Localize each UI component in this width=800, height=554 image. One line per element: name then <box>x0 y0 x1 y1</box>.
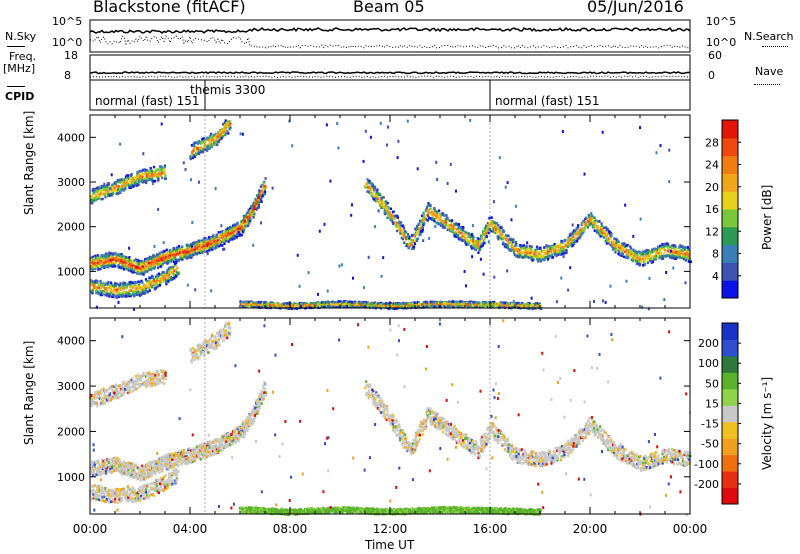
nsearch-legend-line <box>762 46 788 47</box>
freq-tick-top: 18 <box>64 49 78 62</box>
velocity-colorbar-segment <box>722 438 738 456</box>
nsearch-label: N.Search <box>744 30 794 43</box>
power-ytick-label: 1000 <box>57 265 85 278</box>
power-colorbar-segment <box>722 244 738 263</box>
velocity-colorbar-segment <box>722 339 738 357</box>
velocity-ytick-label: 1000 <box>57 471 85 484</box>
freq-unit-label: [MHz] <box>3 62 36 75</box>
velocity-ytick-label: 4000 <box>57 335 85 348</box>
station-title: Blackstone (fitACF) <box>93 0 246 16</box>
power-colorbar-segment <box>722 191 738 210</box>
velocity-colorbar-tick-label: 15 <box>705 397 719 410</box>
power-colorbar-tick-label: 4 <box>712 270 719 283</box>
cpid-panel-frame <box>89 79 691 111</box>
nsky-line <box>89 26 691 34</box>
freq-line <box>89 71 691 75</box>
power-echoes <box>89 118 693 311</box>
freq-label: Freq. <box>9 50 37 63</box>
nave-label: Nave <box>755 65 784 78</box>
velocity-colorbar-segment <box>722 454 738 472</box>
power-colorbar-tick-label: 24 <box>705 159 719 172</box>
nave-tick-bottom: 0 <box>708 69 715 82</box>
nsky-legend-line <box>7 46 25 47</box>
power-ytick-label: 3000 <box>57 176 85 189</box>
velocity-colorbar-tick-label: -15 <box>701 418 719 431</box>
nave-tick-top: 60 <box>708 49 722 62</box>
power-colorbar-segment <box>722 262 738 281</box>
xtick-label: 16:00 <box>473 522 508 536</box>
nsearch-tick-bottom: 10^0 <box>706 36 737 49</box>
nsearch-line <box>89 34 691 49</box>
velocity-colorbar-segment <box>722 372 738 390</box>
nsky-tick-bottom: 10^0 <box>52 36 83 49</box>
velocity-colorbar-tick-label: -200 <box>694 478 719 491</box>
velocity-colorbar-segment <box>722 405 738 423</box>
power-colorbar-segment <box>722 155 738 174</box>
velocity-colorbar-tick-label: 200 <box>698 337 719 350</box>
cpid-segment-1: normal (fast) 151 <box>95 94 200 108</box>
power-ytick-label: 2000 <box>57 221 85 234</box>
time-xlabel: Time UT <box>365 538 415 552</box>
power-colorbar-tick-label: 28 <box>705 136 719 149</box>
power-colorbar-segment <box>722 137 738 157</box>
power-colorbar-segment <box>722 209 738 228</box>
power-colorbar-tick-label: 12 <box>705 225 719 238</box>
power-colorbar-tick-label: 8 <box>712 248 719 261</box>
velocity-colorbar-tick-label: 100 <box>698 357 719 370</box>
freq-legend-line <box>7 86 25 87</box>
velocity-ytick-label: 2000 <box>57 425 85 438</box>
cpid-segment-3: normal (fast) 151 <box>495 94 600 108</box>
cpid-label: CPID <box>5 90 35 103</box>
velocity-colorbar-tick-label: 50 <box>705 377 719 390</box>
velocity-colorbar-segment <box>722 471 738 489</box>
cpid-segment-2: themis 3300 <box>190 83 266 97</box>
xtick-label: 04:00 <box>173 522 208 536</box>
velocity-colorbar-tick-label: -50 <box>701 438 719 451</box>
velocity-colorbar-frame <box>721 322 739 505</box>
nsky-label: N.Sky <box>5 30 37 43</box>
power-ytick-label: 4000 <box>57 131 85 144</box>
velocity-colorbar-segment <box>722 355 738 373</box>
velocity-colorbar-segment <box>722 421 738 439</box>
nsky-panel-frame <box>89 19 691 53</box>
nave-legend-line <box>754 84 780 85</box>
power-colorbar-tick-label: 20 <box>705 181 719 194</box>
nsky-tick-top: 10^5 <box>52 15 83 28</box>
power-colorbar-segment <box>722 120 738 139</box>
velocity-echoes <box>89 319 692 516</box>
power-colorbar-segment <box>722 173 738 192</box>
power-colorbar-segment <box>722 226 738 246</box>
nsearch-tick-top: 10^5 <box>706 15 737 28</box>
nave-line <box>89 75 691 79</box>
power-colorbar-segment <box>722 280 738 299</box>
freq-tick-bottom: 8 <box>64 69 71 82</box>
power-colorbar-tick-label: 16 <box>705 203 719 216</box>
velocity-colorbar-segment <box>722 388 738 406</box>
beam-title: Beam 05 <box>353 0 425 16</box>
velocity-ytick-label: 3000 <box>57 380 85 393</box>
date-title: 05/Jun/2016 <box>587 0 684 16</box>
velocity-colorbar-segment <box>722 323 738 340</box>
xtick-label: 08:00 <box>273 522 308 536</box>
xtick-label: 12:00 <box>373 522 408 536</box>
xtick-label: 20:00 <box>573 522 608 536</box>
xtick-label: 00:00 <box>73 522 108 536</box>
velocity-colorbar-tick-label: -100 <box>694 458 719 471</box>
velocity-colorbar-segment <box>722 487 738 505</box>
xtick-label: 00:00 <box>673 522 708 536</box>
